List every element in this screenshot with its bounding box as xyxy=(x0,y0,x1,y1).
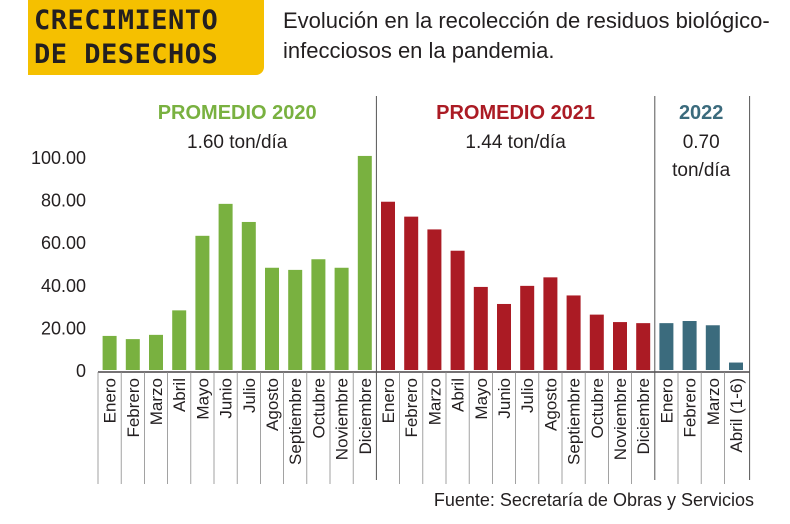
bar xyxy=(682,321,697,370)
bar xyxy=(729,362,743,370)
category-label: Septiembre xyxy=(565,378,584,465)
chart-title: CRECIMIENTO DE DESECHOS xyxy=(34,5,219,70)
bar xyxy=(218,203,233,370)
bar xyxy=(473,286,488,370)
category-label: Abril xyxy=(170,378,189,412)
bar xyxy=(566,295,581,370)
bar xyxy=(357,155,372,370)
y-tick-label: 40.00 xyxy=(41,276,86,296)
category-label: Marzo xyxy=(425,378,444,425)
bar xyxy=(543,277,558,370)
bar xyxy=(705,325,720,370)
bar xyxy=(195,235,210,370)
bar xyxy=(241,221,256,370)
bar xyxy=(149,334,163,370)
bar xyxy=(334,267,349,370)
category-label: Marzo xyxy=(704,378,723,425)
bar xyxy=(450,250,465,370)
group-average-2022: 0.70 xyxy=(683,132,720,153)
category-label: Marzo xyxy=(147,378,166,425)
category-label: Mayo xyxy=(193,378,212,420)
category-label: Diciembre xyxy=(356,378,375,455)
category-label: Noviembre xyxy=(333,378,352,460)
category-label: Diciembre xyxy=(634,378,653,455)
bar xyxy=(404,216,419,370)
group-average-2021: 1.44 ton/día xyxy=(465,132,566,153)
category-label: Julio xyxy=(518,378,537,413)
bar xyxy=(497,303,511,370)
bar xyxy=(427,229,442,370)
bar xyxy=(636,323,651,370)
y-tick-label: 60.00 xyxy=(41,233,86,253)
category-label: Enero xyxy=(101,378,120,423)
y-tick-label: 100.00 xyxy=(31,148,86,168)
group-header-2022: 2022 xyxy=(679,102,724,124)
category-label: Abril (1-6) xyxy=(727,378,746,453)
category-label: Mayo xyxy=(472,378,491,420)
bar xyxy=(311,259,326,370)
category-label: Febrero xyxy=(124,378,143,438)
group-average-2020: 1.60 ton/día xyxy=(187,132,288,153)
bar xyxy=(265,267,279,370)
bar xyxy=(589,314,604,370)
category-label: Enero xyxy=(657,378,676,423)
y-tick-label: 0 xyxy=(76,361,86,381)
category-label: Noviembre xyxy=(611,378,630,460)
group-header-2020: PROMEDIO 2020 xyxy=(158,102,317,124)
category-label: Febrero xyxy=(681,378,700,438)
y-tick-label: 80.00 xyxy=(41,191,86,211)
category-label: Junio xyxy=(217,378,236,419)
category-label: Agosto xyxy=(263,378,282,431)
bar xyxy=(125,339,140,370)
category-label: Enero xyxy=(379,378,398,423)
category-label: Septiembre xyxy=(286,378,305,465)
source-note: Fuente: Secretaría de Obras y Servicios xyxy=(433,490,754,510)
bar xyxy=(102,335,117,370)
category-label: Octubre xyxy=(309,378,328,438)
category-label: Junio xyxy=(495,378,514,419)
bar xyxy=(288,269,303,370)
group-header-2021: PROMEDIO 2021 xyxy=(436,102,595,124)
category-label: Agosto xyxy=(541,378,560,431)
y-tick-label: 20.00 xyxy=(41,318,86,338)
title-box xyxy=(28,0,264,75)
category-label: Abril xyxy=(449,378,468,412)
bar xyxy=(613,322,627,370)
category-label: Octubre xyxy=(588,378,607,438)
bar xyxy=(381,201,395,370)
chart-subtitle: Evolución en la recolección de residuos … xyxy=(283,8,770,63)
bar xyxy=(172,310,187,370)
bar xyxy=(520,285,535,370)
category-label: Febrero xyxy=(402,378,421,438)
group-average-2022: ton/día xyxy=(672,160,731,181)
category-label: Julio xyxy=(240,378,259,413)
bar xyxy=(659,323,674,370)
